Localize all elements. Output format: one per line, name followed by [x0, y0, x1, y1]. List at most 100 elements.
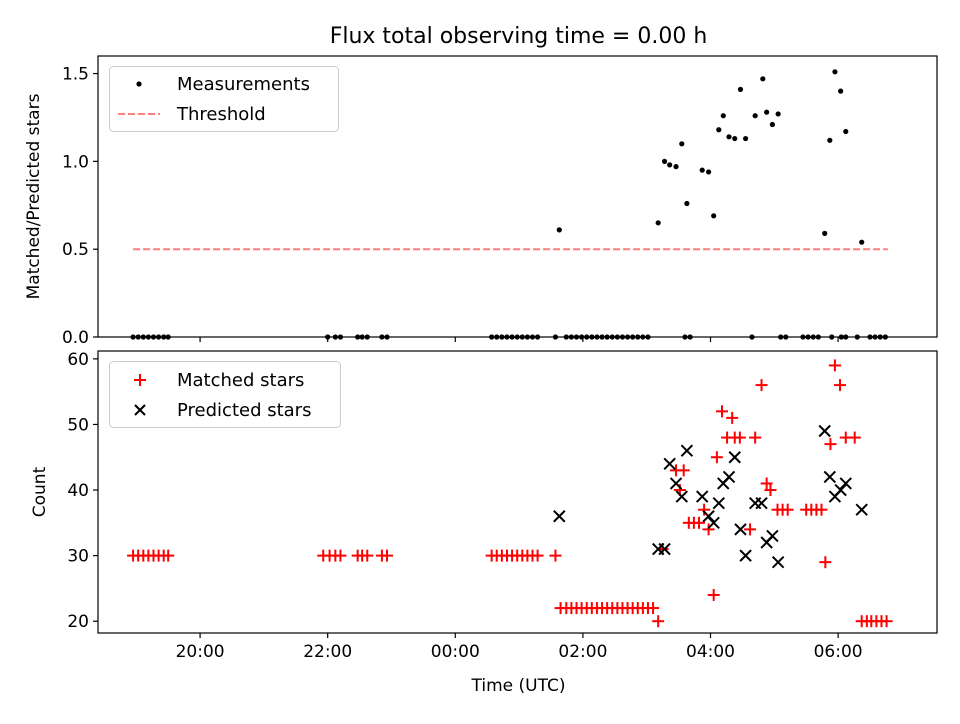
bottom-y-tick-label: 50 [67, 415, 89, 435]
predicted-star-stroke-b [553, 510, 566, 523]
measurement-point [769, 121, 775, 128]
predicted-star-point [722, 470, 736, 484]
predicted-star-stroke-b [739, 549, 752, 562]
predicted-star-stroke-b [712, 496, 726, 510]
measurement-point [720, 113, 726, 119]
matched-star-point [707, 588, 720, 601]
measurement-point [859, 239, 865, 245]
predicted-star-stroke-b [707, 516, 720, 530]
legend-predicted-label: Predicted stars [177, 400, 311, 421]
matched-star-point [726, 411, 739, 424]
matched-star-point [819, 556, 832, 569]
top-panel: Flux total observing time = 0.00 h 0.00.… [24, 24, 938, 348]
predicted-star-point [669, 477, 683, 490]
measurement-point [679, 141, 685, 147]
measurement-point [760, 76, 766, 82]
matched-star-point [693, 516, 706, 529]
predicted-star-point [766, 529, 779, 543]
measurement-point [661, 158, 668, 164]
predicted-star-stroke-b [696, 490, 709, 503]
measurement-point [764, 109, 770, 115]
matched-star-point [698, 503, 711, 516]
bottom-x-ticks: 20:00 22:00 00:00 02:00 04:00 06:00 [176, 633, 863, 662]
matched-star-point [361, 549, 374, 562]
matched-star-point [815, 503, 828, 516]
predicted-star-point [712, 496, 726, 510]
measurement-point [667, 162, 673, 168]
matched-star-point [828, 359, 841, 372]
bottom-legend-box [109, 361, 341, 428]
predicted-star-point [739, 549, 752, 562]
measurement-point [838, 88, 844, 94]
predicted-star-stroke-b [663, 457, 676, 471]
matched-star-point [710, 451, 723, 464]
measurement-point [711, 213, 717, 219]
predicted-star-point [707, 516, 720, 530]
predicted-star-point [675, 490, 688, 503]
x-tick-label: 20:00 [176, 642, 225, 662]
x-tick-label: 06:00 [814, 642, 863, 662]
top-y-tick-label: 0.5 [62, 240, 89, 260]
predicted-star-point [680, 444, 694, 457]
matched-star-point [549, 549, 562, 562]
x-tick-label: 00:00 [431, 642, 480, 662]
matched-star-point [647, 602, 660, 615]
legend-predicted-marker [134, 404, 146, 416]
predicted-star-stroke-b [771, 555, 785, 569]
top-y-tick-label: 1.0 [62, 152, 89, 172]
measurement-point [742, 135, 749, 142]
predicted-star-stroke-b [823, 470, 837, 484]
bottom-legend: Matched stars Predicted stars [109, 361, 341, 428]
predicted-star-stroke-b [722, 470, 736, 484]
predicted-star-point [553, 510, 566, 523]
x-axis-label: Time (UTC) [471, 676, 566, 696]
predicted-star-stroke-b [834, 483, 847, 497]
predicted-star-point [771, 555, 785, 569]
predicted-star-point [658, 542, 671, 556]
measurement-point [775, 111, 781, 117]
predicted-star-stroke-b [728, 451, 741, 464]
top-y-ticks: 0.0 0.5 1.0 1.5 [62, 65, 98, 348]
measurement-point [732, 135, 738, 142]
matched-star-point [702, 523, 715, 536]
predicted-star-point [663, 457, 676, 471]
matched-star-point [715, 405, 728, 418]
predicted-star-stroke-b [766, 529, 779, 543]
measurement-point [655, 220, 661, 226]
bottom-series-marks [127, 359, 893, 628]
predicted-star-point [728, 451, 741, 464]
measurement-point [673, 164, 679, 170]
matched-star-point [531, 549, 544, 562]
predicted-star-point [734, 523, 747, 536]
matched-star-point [652, 615, 665, 628]
measurement-point [827, 137, 833, 143]
bottom-y-axis-label: Count [30, 466, 50, 517]
top-legend: Measurements Threshold [109, 66, 339, 132]
bottom-y-ticks: 20 30 40 50 60 [67, 350, 98, 632]
legend-matched-label: Matched stars [177, 370, 304, 391]
measurement-point [843, 128, 849, 135]
legend-threshold-label: Threshold [176, 104, 266, 125]
x-tick-label: 02:00 [558, 642, 607, 662]
measurement-point [822, 230, 828, 236]
predicted-star-point [834, 483, 847, 497]
matched-star-point [677, 464, 690, 477]
top-y-tick-label: 0.0 [62, 328, 89, 348]
predicted-star-stroke-b [755, 496, 768, 510]
predicted-star-stroke-b [669, 477, 683, 490]
matched-star-point [334, 549, 347, 562]
predicted-star-stroke-b [855, 503, 868, 516]
measurement-point [699, 167, 705, 173]
x-tick-label: 22:00 [303, 642, 352, 662]
matched-star-point [755, 379, 768, 392]
predicted-star-point [855, 503, 868, 516]
predicted-star-stroke-b [734, 523, 747, 536]
predicted-star-point [696, 490, 709, 503]
measurement-point [705, 169, 712, 175]
matched-star-point [781, 503, 794, 516]
bottom-y-tick-label: 60 [67, 350, 89, 370]
matched-star-point [733, 431, 746, 444]
bottom-y-tick-label: 20 [67, 612, 89, 632]
